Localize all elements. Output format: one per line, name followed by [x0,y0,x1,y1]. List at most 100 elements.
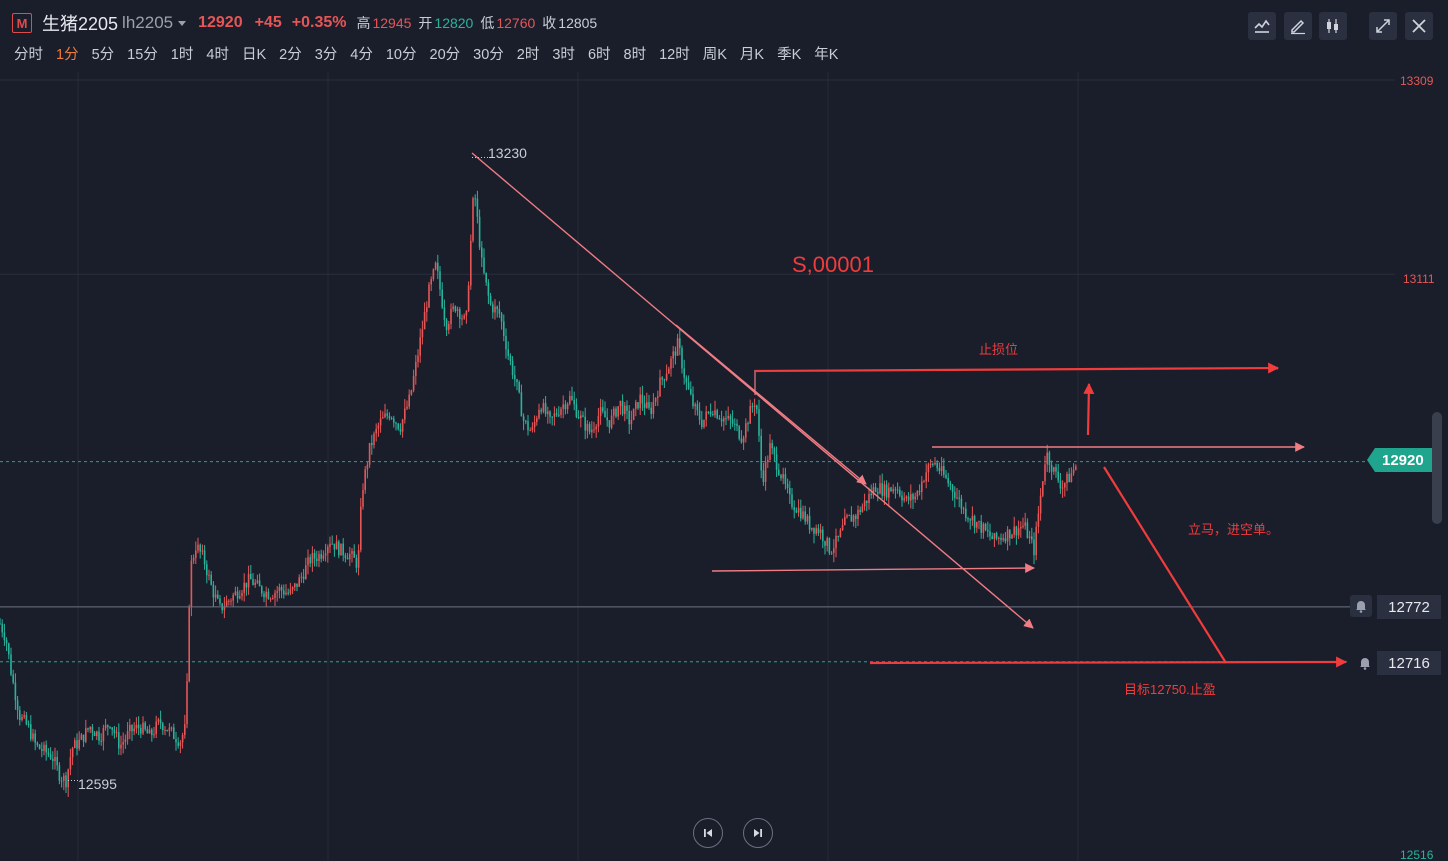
stop-loss-line [754,362,1280,374]
candle-body [181,734,184,743]
candle-body [203,550,206,565]
candle-body [797,507,800,513]
y-tick-bottom: 12516 [1400,848,1434,861]
candle-body [186,681,188,725]
candle-body [371,442,373,446]
candle-body [247,573,250,588]
candle-body [190,560,193,607]
candle-body [793,507,795,511]
candle-body [681,347,683,369]
candle-body [43,744,45,751]
candle-body [476,198,479,217]
candle-body [956,497,958,499]
period-3[interactable]: 15分 [127,47,158,63]
candle-body [740,438,743,443]
indicator-button[interactable] [1248,12,1276,40]
period-13[interactable]: 2时 [516,47,540,63]
alert-bell-12772[interactable] [1350,595,1372,617]
period-11[interactable]: 20分 [429,47,461,63]
candle-body [344,555,347,558]
symbol-name[interactable]: 生猪2205 [42,14,119,34]
candle-body [91,726,94,733]
period-15[interactable]: 6时 [587,47,611,63]
candle-body [1048,452,1051,466]
period-9[interactable]: 4分 [350,47,373,63]
candle-body [756,405,758,410]
candle-body [307,557,309,566]
shrink-button[interactable] [1369,12,1397,40]
candle-body [729,416,732,420]
candle-body [738,426,740,439]
candle-body [663,379,666,381]
candle-body [802,511,804,519]
candle-body [518,382,520,393]
candle-body [489,295,492,305]
candle-body [45,744,47,753]
scroll-to-start-button[interactable] [693,818,723,848]
price-axis-scrollbar[interactable] [1432,412,1442,524]
period-17[interactable]: 12时 [659,47,690,63]
candle-body [498,309,501,314]
candle-body [465,310,468,316]
candlestick-chart[interactable] [0,72,1448,861]
symbol-dropdown-icon[interactable] [178,20,187,26]
period-8[interactable]: 3分 [314,47,338,63]
period-0[interactable]: 分时 [14,47,43,63]
candle-body [533,422,536,428]
candle-body [269,598,272,600]
candle-body [637,402,639,409]
candle-body [305,565,307,579]
draw-tool-button[interactable] [1284,12,1312,40]
candle-type-icon [1327,19,1338,33]
candle-body [56,756,58,766]
candle-body [375,428,377,434]
candle-type-button[interactable] [1319,12,1347,40]
period-5[interactable]: 4时 [206,47,229,63]
period-18[interactable]: 周K [702,47,727,63]
period-4[interactable]: 1时 [170,47,194,63]
candle-body [38,744,41,750]
period-14[interactable]: 3时 [552,47,575,63]
alert-bell-12716[interactable] [1354,652,1376,674]
period-7[interactable]: 2分 [279,47,302,63]
candle-body [177,742,179,746]
candle-body [767,459,769,462]
candle-body [646,402,648,408]
candle-body [399,429,402,432]
candle-body [335,541,338,550]
candle-body [256,580,259,583]
period-12[interactable]: 30分 [473,47,504,63]
candle-body [333,543,336,550]
period-19[interactable]: 月K [739,47,765,63]
period-20[interactable]: 季K [777,47,802,63]
candle-body [749,406,751,424]
candle-body [324,553,327,556]
candle-body [960,498,963,509]
candle-body [60,780,63,782]
candle-body [934,462,936,465]
candle-body [654,397,657,402]
candle-body [707,411,710,413]
candle-body [496,306,498,310]
candle-body [228,600,230,602]
close-chart-button[interactable] [1405,12,1433,40]
candle-body [430,279,432,285]
candle-body [630,419,633,425]
period-6[interactable]: 日K [241,47,267,63]
period-1[interactable]: 1分 [56,47,79,63]
candle-body [32,733,34,740]
candle-body [720,419,723,422]
period-2[interactable]: 5分 [91,47,115,63]
candle-body [89,726,91,730]
scroll-to-end-button[interactable] [743,818,773,848]
period-16[interactable]: 8时 [623,47,647,63]
symbol-code[interactable]: lh2205 [122,13,174,32]
period-21[interactable]: 年K [814,47,839,63]
candle-body [129,725,131,732]
candle-body [362,490,364,507]
candle-body [716,410,718,419]
period-10[interactable]: 10分 [385,47,417,63]
candle-body [85,728,87,742]
candle-body [505,335,507,350]
candle-body [102,728,105,742]
